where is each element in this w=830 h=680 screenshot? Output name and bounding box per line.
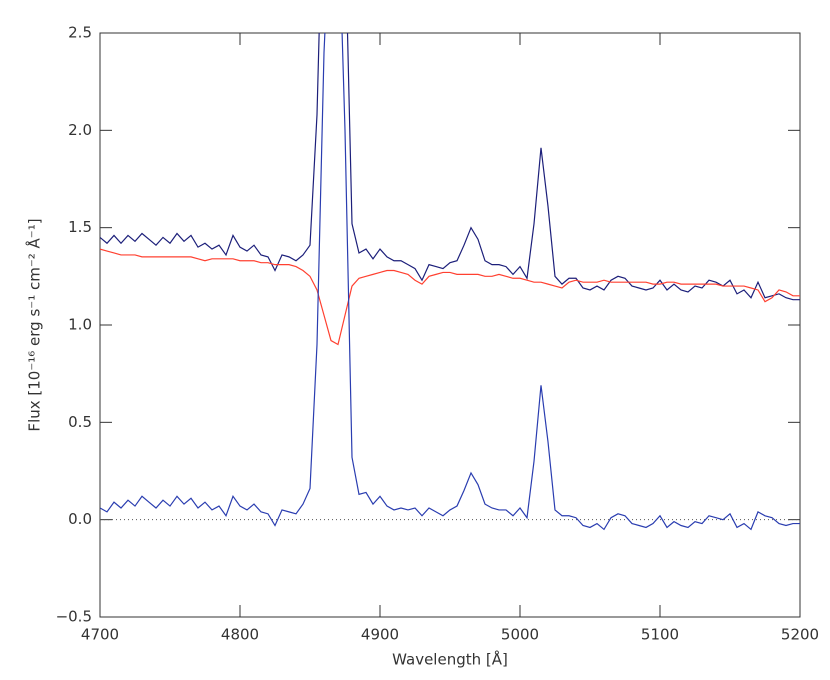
x-tick-label: 5100 — [641, 626, 679, 644]
plot-area — [100, 33, 800, 531]
x-axis-label: Wavelength [Å] — [392, 650, 508, 669]
x-tick-label: 4700 — [81, 626, 119, 644]
y-tick-label: 0.0 — [68, 510, 92, 528]
plot-frame — [99, 32, 801, 618]
spectrum-line — [100, 33, 800, 531]
y-tick-label: 2.0 — [68, 121, 92, 139]
y-tick-label: 2.5 — [68, 24, 92, 42]
x-tick-label: 5000 — [501, 626, 539, 644]
x-tick-label: 4800 — [221, 626, 259, 644]
x-tick-label: 4900 — [361, 626, 399, 644]
y-tick-label: 1.5 — [68, 218, 92, 236]
spectrum-line — [100, 248, 800, 346]
x-tick-label: 5200 — [781, 626, 819, 644]
y-axis-label: Flux [10⁻¹⁶ erg s⁻¹ cm⁻² Å⁻¹] — [25, 218, 44, 431]
y-tick-label: 1.0 — [68, 316, 92, 334]
y-tick-label: 0.5 — [68, 413, 92, 431]
y-tick-label: −0.5 — [56, 608, 92, 626]
spectrum-line — [100, 33, 800, 301]
